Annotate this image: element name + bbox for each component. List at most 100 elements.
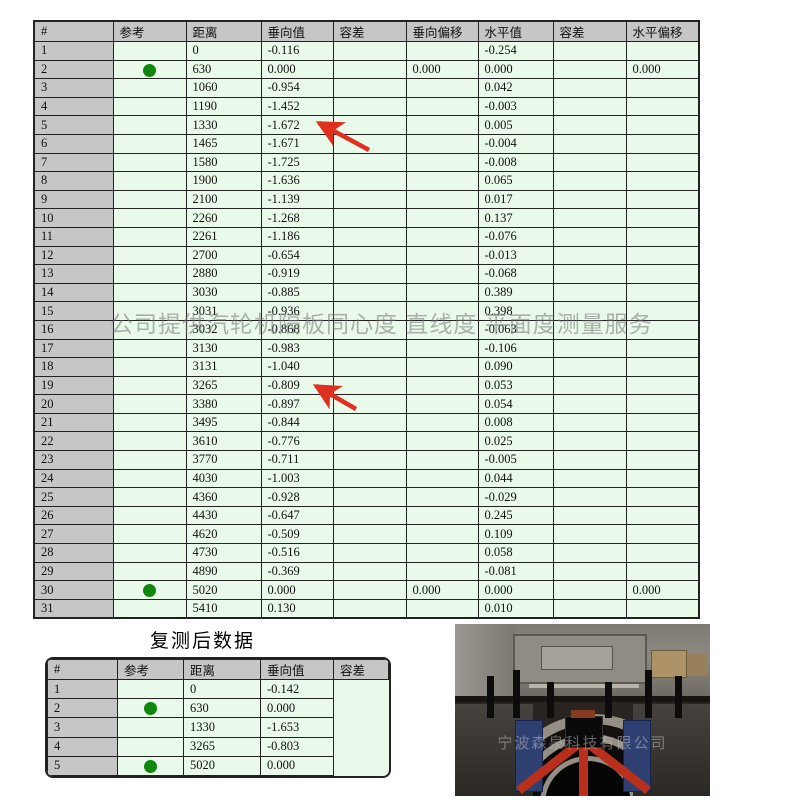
table-row: 11 2261 -1.186 -0.076 bbox=[33, 226, 700, 247]
value-cell bbox=[552, 412, 627, 433]
value-cell bbox=[332, 468, 407, 489]
value-cell bbox=[625, 152, 700, 173]
row-number: 23 bbox=[33, 450, 114, 470]
reference-cell bbox=[112, 468, 187, 489]
value-cell: 3131 bbox=[185, 357, 262, 377]
value-cell bbox=[625, 282, 700, 303]
value-cell bbox=[405, 115, 479, 135]
value-cell bbox=[552, 338, 627, 359]
value-cell bbox=[405, 412, 479, 433]
table-row: 12 2700 -0.654 -0.013 bbox=[33, 245, 700, 266]
table-row: 26 4430 -0.647 0.245 bbox=[33, 505, 700, 526]
value-cell bbox=[625, 338, 700, 359]
value-cell bbox=[332, 301, 407, 321]
row-number: 7 bbox=[33, 152, 114, 173]
value-cell: -0.803 bbox=[260, 736, 334, 757]
value-cell bbox=[625, 189, 700, 210]
table-row: 22 3610 -0.776 0.025 bbox=[33, 431, 700, 452]
value-cell: -1.268 bbox=[260, 208, 334, 228]
value-cell: 3265 bbox=[183, 736, 261, 757]
value-cell: 0.000 bbox=[405, 59, 479, 80]
column-header: 容差 bbox=[552, 20, 627, 42]
value-cell bbox=[552, 226, 627, 247]
value-cell bbox=[625, 598, 700, 619]
value-cell bbox=[405, 357, 479, 377]
value-cell: 0.000 bbox=[625, 580, 700, 600]
value-cell: -0.897 bbox=[260, 394, 334, 414]
row-number: 29 bbox=[33, 561, 114, 582]
value-cell: 0.000 bbox=[260, 755, 334, 776]
reference-cell bbox=[117, 717, 184, 738]
value-cell: -0.063 bbox=[477, 319, 554, 340]
value-cell: -0.928 bbox=[260, 487, 334, 507]
table-row: 3 1330 -1.653 bbox=[47, 717, 389, 738]
table-row: 21 3495 -0.844 0.008 bbox=[33, 412, 700, 433]
row-number: 30 bbox=[33, 580, 114, 600]
table-row: 2 630 0.000 0.000 0.000 0.000 bbox=[33, 59, 700, 80]
value-cell bbox=[405, 319, 479, 340]
value-cell bbox=[405, 394, 479, 414]
value-cell: 0.000 bbox=[405, 580, 479, 600]
value-cell bbox=[552, 357, 627, 377]
row-number: 3 bbox=[47, 717, 118, 738]
row-number: 4 bbox=[47, 736, 118, 757]
row-number: 31 bbox=[33, 598, 114, 619]
retest-title: 复测后数据 bbox=[150, 631, 256, 652]
row-number: 17 bbox=[33, 338, 114, 359]
value-cell: -0.369 bbox=[260, 561, 334, 582]
value-cell bbox=[625, 450, 700, 470]
table-row: 23 3770 -0.711 -0.005 bbox=[33, 450, 700, 470]
measurement-table: # 参考 距离 垂向值 容差 垂向偏移 水平值 容差 水平偏移 1 0 -0.116 -0.254 2 6… bbox=[33, 20, 700, 620]
value-cell: 5410 bbox=[185, 598, 262, 619]
value-cell bbox=[625, 41, 700, 61]
table-row: 20 3380 -0.897 0.054 bbox=[33, 394, 700, 414]
value-cell bbox=[625, 505, 700, 526]
row-number: 4 bbox=[33, 96, 114, 117]
value-cell: 630 bbox=[185, 59, 262, 80]
table-row: 9 2100 -1.139 0.017 bbox=[33, 189, 700, 210]
value-cell bbox=[332, 505, 407, 526]
reference-cell bbox=[112, 580, 187, 600]
reference-cell bbox=[112, 487, 187, 507]
reference-cell bbox=[112, 59, 187, 80]
retest-table-container: # 参考 距离 垂向值 容差 1 0 -0.142 2 630 0.000 3 1330 -1.653 4… bbox=[45, 657, 391, 778]
value-cell bbox=[405, 487, 479, 507]
value-cell bbox=[405, 561, 479, 582]
value-cell bbox=[552, 598, 627, 619]
value-cell: 0 bbox=[185, 41, 262, 61]
reference-cell bbox=[112, 189, 187, 210]
value-cell bbox=[552, 524, 627, 545]
reference-dot-icon bbox=[144, 759, 157, 773]
value-cell bbox=[405, 133, 479, 154]
value-cell bbox=[332, 133, 407, 154]
value-cell bbox=[332, 394, 407, 414]
value-cell: 0.044 bbox=[477, 468, 554, 489]
value-cell: 0.008 bbox=[477, 412, 554, 433]
row-number: 26 bbox=[33, 505, 114, 526]
reference-cell bbox=[117, 698, 184, 719]
value-cell bbox=[552, 264, 627, 284]
value-cell: -1.653 bbox=[260, 717, 334, 738]
value-cell: 4360 bbox=[185, 487, 262, 507]
reference-cell bbox=[112, 133, 187, 154]
value-cell: -1.725 bbox=[260, 152, 334, 173]
value-cell: 2261 bbox=[185, 226, 262, 247]
value-cell: -1.186 bbox=[260, 226, 334, 247]
value-cell: -0.919 bbox=[260, 264, 334, 284]
value-cell: 2700 bbox=[185, 245, 262, 266]
value-cell bbox=[332, 189, 407, 210]
value-cell: 4890 bbox=[185, 561, 262, 582]
value-cell: 3265 bbox=[185, 375, 262, 396]
value-cell bbox=[332, 264, 407, 284]
value-cell: 3030 bbox=[185, 282, 262, 303]
value-cell bbox=[552, 543, 627, 563]
value-cell: 4730 bbox=[185, 543, 262, 563]
value-cell bbox=[625, 412, 700, 433]
value-cell: 0.000 bbox=[477, 59, 554, 80]
value-cell: -0.005 bbox=[477, 450, 554, 470]
table-row: 31 5410 0.130 0.010 bbox=[33, 598, 700, 619]
value-cell bbox=[332, 357, 407, 377]
value-cell: 1465 bbox=[185, 133, 262, 154]
row-number: 21 bbox=[33, 412, 114, 433]
reference-cell bbox=[112, 357, 187, 377]
